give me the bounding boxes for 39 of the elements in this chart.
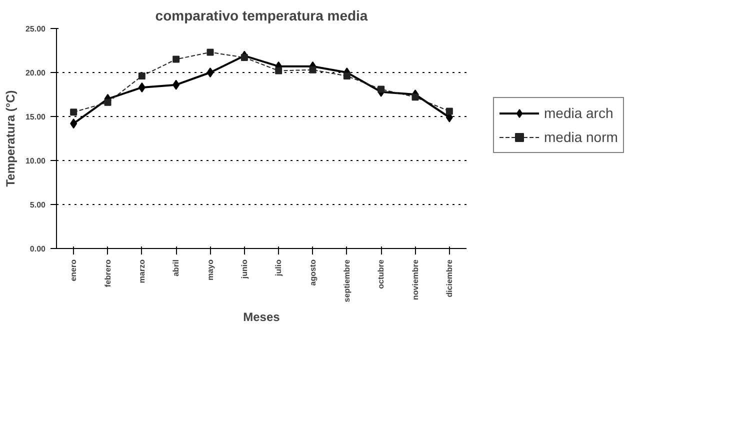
x-tick-label: abril bbox=[172, 259, 181, 276]
point bbox=[172, 80, 180, 90]
chart-title: comparativo temperatura media bbox=[155, 8, 368, 24]
point bbox=[446, 108, 453, 115]
x-tick-label: mayo bbox=[206, 259, 215, 280]
y-axis-title: Temperatura (°C) bbox=[3, 90, 18, 187]
point bbox=[412, 94, 419, 101]
y-tick-label: 20.00 bbox=[25, 68, 46, 78]
point bbox=[172, 56, 180, 63]
x-tick-label: julio bbox=[274, 259, 284, 277]
x-tick-label: enero bbox=[69, 259, 78, 282]
y-tick-label: 5.00 bbox=[30, 200, 46, 210]
point bbox=[138, 82, 146, 92]
point bbox=[70, 108, 78, 116]
legend-label: media norm bbox=[544, 128, 618, 144]
point bbox=[275, 67, 282, 74]
point bbox=[206, 68, 214, 78]
point bbox=[240, 54, 248, 62]
x-tick-label: marzo bbox=[137, 259, 146, 284]
y-tick-label: 10.00 bbox=[25, 156, 46, 166]
y-tick-label: 0.00 bbox=[30, 244, 46, 254]
x-tick-label: agosto bbox=[308, 259, 318, 286]
point bbox=[309, 66, 316, 74]
point bbox=[70, 118, 78, 129]
x-tick-label: febrero bbox=[103, 259, 112, 288]
point bbox=[378, 86, 385, 93]
x-tick-label: noviembre bbox=[410, 258, 420, 300]
x-tick-label: junio bbox=[240, 259, 249, 280]
x-tick-label: septiembre bbox=[342, 258, 352, 302]
point bbox=[206, 48, 214, 56]
point bbox=[343, 72, 350, 80]
x-tick-label: octubre bbox=[376, 258, 386, 289]
y-tick-label: 25.00 bbox=[25, 24, 46, 34]
legend-label: media arch bbox=[544, 104, 614, 120]
point bbox=[104, 98, 112, 106]
y-tick-label: 15.00 bbox=[25, 112, 46, 122]
point bbox=[138, 72, 146, 80]
x-axis-title: Meses bbox=[243, 310, 280, 324]
x-tick-label: diciembre bbox=[444, 258, 454, 298]
